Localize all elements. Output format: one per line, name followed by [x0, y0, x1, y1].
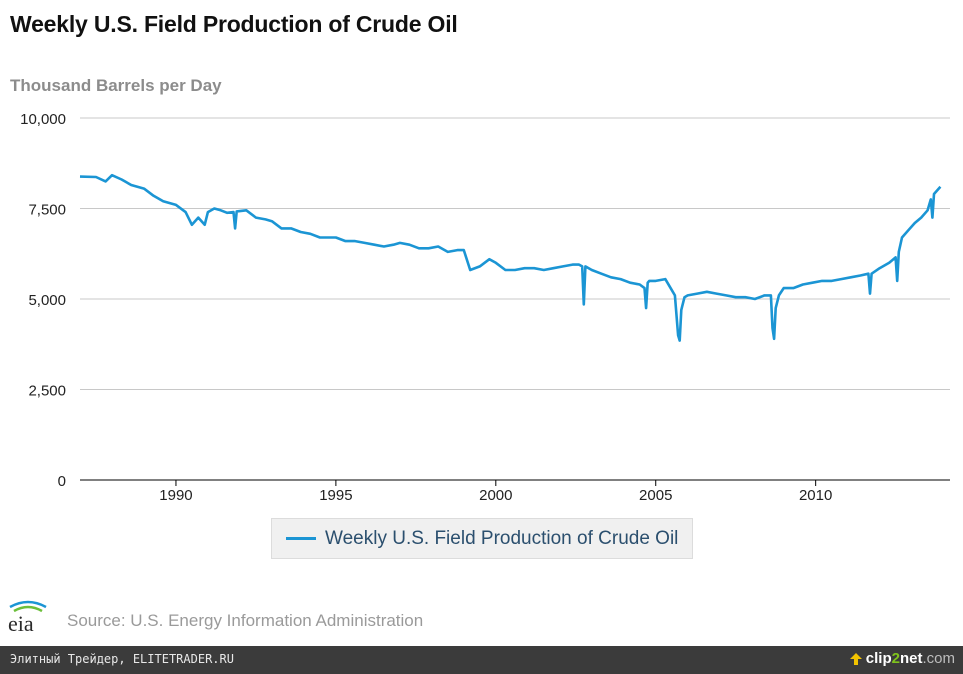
eia-logo-icon: eia [8, 600, 47, 634]
x-tick-label: 1990 [159, 487, 192, 504]
y-tick-label: 2,500 [28, 383, 66, 400]
grid-layer [80, 117, 950, 481]
footer-watermark: Элитный Трейдер, ELITETRADER.RU [10, 652, 234, 666]
x-tick-labels: 1990 1995 2000 2005 2010 [159, 480, 832, 504]
y-tick-labels: 0 2,500 5,000 7,500 10,000 [20, 111, 66, 490]
brand-part-b: 2 [891, 650, 900, 667]
y-tick-label: 10,000 [20, 111, 66, 128]
chart-legend[interactable]: Weekly U.S. Field Production of Crude Oi… [271, 518, 693, 559]
x-tick-label: 1995 [319, 487, 352, 504]
series-line-crude-oil-production [79, 173, 942, 342]
chart-title: Weekly U.S. Field Production of Crude Oi… [10, 11, 458, 37]
brand-part-c: net [899, 650, 923, 667]
legend-series-label: Weekly U.S. Field Production of Crude Oi… [325, 527, 679, 549]
source-note: Source: U.S. Energy Information Administ… [67, 611, 424, 630]
footer-bar: Элитный Трейдер, ELITETRADER.RU clip 2 net… [0, 646, 963, 674]
series-layer [79, 173, 942, 342]
line-chart: 0 2,500 5,000 7,500 10,000 1990 1995 2000 2005 2… [20, 111, 950, 504]
x-tick-label: 2010 [799, 487, 832, 504]
x-tick-label: 2005 [639, 487, 672, 504]
clip2net-brand[interactable]: clip 2 net .com [849, 650, 955, 667]
brand-part-d: .com [922, 650, 955, 667]
eia-logo-text: eia [8, 611, 34, 634]
y-tick-label: 7,500 [28, 202, 66, 219]
clip2net-arrow-icon [849, 652, 862, 665]
y-tick-label: 5,000 [28, 292, 66, 309]
x-tick-label: 2000 [479, 487, 512, 504]
y-axis-label: Thousand Barrels per Day [10, 76, 222, 95]
brand-part-a: clip [865, 650, 892, 667]
y-tick-label: 0 [58, 473, 66, 490]
legend-line-swatch [286, 537, 316, 540]
